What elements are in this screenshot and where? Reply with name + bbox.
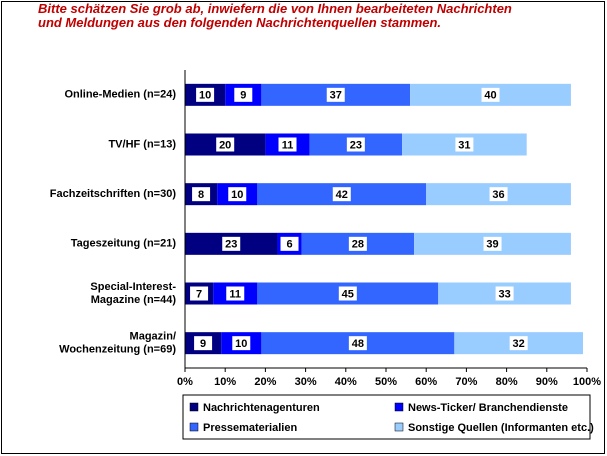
x-tick-label: 70% [455,376,477,388]
value-label-box [338,286,357,301]
value-label-box [348,336,367,351]
value-label: 45 [342,288,354,300]
value-label: 6 [286,239,292,251]
value-label: 48 [352,338,364,350]
legend-label: Sonstige Quellen (Informanten etc.) [408,422,594,434]
value-label-box [280,236,299,251]
y-tick-label: Special-Interest-Magazine (n=44) [90,281,176,306]
value-label-box [196,87,215,102]
legend-swatch [189,402,199,412]
value-label-box [483,236,502,251]
value-label-box [346,137,365,152]
value-label: 33 [498,288,510,300]
value-label: 20 [219,139,231,151]
value-label: 32 [513,338,525,350]
value-label-box [455,137,474,152]
x-tick-label: 60% [415,376,437,388]
value-label: 9 [200,338,206,350]
x-tick-label: 40% [335,376,357,388]
value-label-box [190,286,209,301]
x-tick-label: 20% [254,376,276,388]
value-label-box [216,137,235,152]
value-label: 40 [484,90,496,102]
value-label: 23 [225,239,237,251]
value-label: 42 [336,189,348,201]
value-label-box [489,187,508,202]
value-label-box [222,236,241,251]
y-tick-label: TV/HF (n=13) [108,138,176,150]
value-label-box [326,87,345,102]
chart-title: Bitte schätzen Sie grob ab, inwiefern di… [38,1,512,30]
legend-swatch [394,422,404,432]
value-label: 10 [235,338,247,350]
value-label: 11 [282,139,294,151]
x-tick-label: 0% [177,376,193,388]
value-label: 31 [458,139,470,151]
x-tick-label: 10% [214,376,236,388]
value-label: 39 [486,239,498,251]
value-label: 7 [196,288,202,300]
legend-label: News-Ticker/ Branchendienste [408,402,568,414]
y-tick-label: Fachzeitschriften (n=30) [50,188,177,200]
legend-swatch [394,402,404,412]
value-label: 23 [350,139,362,151]
y-tick-label: Online-Medien (n=24) [64,89,176,101]
legend-swatch [189,422,199,432]
x-tick-label: 90% [536,376,558,388]
x-tick-label: 50% [375,376,397,388]
value-label-box [226,286,245,301]
x-tick-label: 100% [573,376,601,388]
value-label: 11 [229,288,241,300]
value-label: 36 [492,189,504,201]
value-label-box [278,137,297,152]
value-label-box [332,187,351,202]
x-tick-label: 80% [496,376,518,388]
value-label-box [348,236,367,251]
value-label-box [228,187,247,202]
legend-label: Pressematerialien [203,422,297,434]
value-label: 9 [240,90,246,102]
value-label-box [192,187,211,202]
x-tick-label: 30% [295,376,317,388]
y-tick-label: Tageszeitung (n=21) [71,238,177,250]
value-label-box [509,336,528,351]
value-label-box [481,87,500,102]
value-label: 10 [231,189,243,201]
value-label-box [234,87,253,102]
value-label-box [194,336,213,351]
value-label: 8 [198,189,204,201]
value-label: 37 [330,90,342,102]
value-label: 10 [199,90,211,102]
legend-label: Nachrichtenagenturen [203,402,320,414]
value-label-box [232,336,251,351]
value-label-box [495,286,514,301]
value-label: 28 [352,239,364,251]
legend-box [182,394,591,440]
y-tick-label: Magazin/Wochenzeitung (n=69) [59,331,176,356]
